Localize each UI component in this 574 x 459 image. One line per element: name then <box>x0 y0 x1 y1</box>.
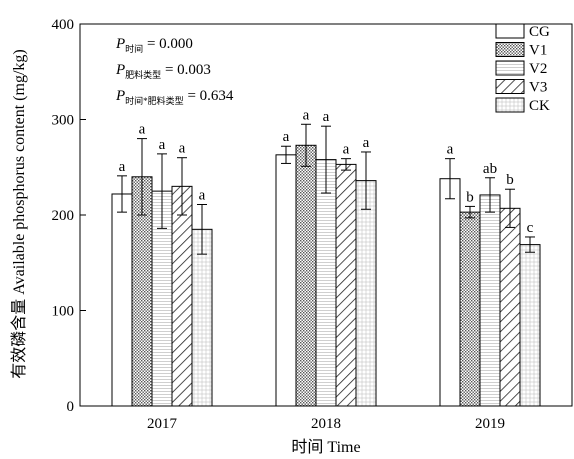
significance-label: a <box>139 122 146 138</box>
legend: CG V1 V2 V3 CK <box>495 23 550 114</box>
significance-label: a <box>447 142 454 158</box>
y-tick-label: 400 <box>52 17 75 33</box>
plot-frame <box>79 23 573 407</box>
bar-cg-2019 <box>439 178 461 407</box>
bar-v3-2017 <box>171 185 193 407</box>
legend-label-cg: CG <box>529 24 550 40</box>
significance-label: a <box>323 109 330 125</box>
legend-swatch-cg <box>495 23 525 39</box>
bar-v3-2018 <box>335 163 357 407</box>
bar-cg-2018 <box>275 154 297 407</box>
x-tick-label: 2019 <box>475 416 505 432</box>
bar-v2-2018 <box>315 159 337 407</box>
significance-label: b <box>506 172 514 188</box>
p-value-annotation: P时间*肥料类型 = 0.634 <box>115 88 234 106</box>
x-axis-title: 时间 Time <box>291 438 360 456</box>
significance-label: a <box>119 159 126 175</box>
bar-v3-2019 <box>499 207 521 407</box>
significance-label: a <box>283 129 290 145</box>
legend-label-ck: CK <box>529 98 550 114</box>
significance-label: a <box>303 107 310 123</box>
bar-ck-2019 <box>519 244 541 407</box>
p-value-annotation: P时间 = 0.000 <box>115 36 193 54</box>
significance-label: a <box>159 137 166 153</box>
x-tick-label: 2017 <box>147 416 178 432</box>
y-tick-label: 100 <box>52 304 75 320</box>
significance-label: a <box>363 135 370 151</box>
bar-v2-2019 <box>479 194 501 407</box>
y-tick-label: 300 <box>52 113 75 129</box>
significance-label: b <box>466 189 474 205</box>
significance-label: a <box>179 141 186 157</box>
y-tick-label: 200 <box>52 208 75 224</box>
legend-label-v3: V3 <box>529 80 547 96</box>
y-tick-label: 0 <box>67 399 75 415</box>
legend-swatch-v2 <box>495 60 525 76</box>
statistics-annotations: P时间 = 0.000 P肥料类型 = 0.003 P时间*肥料类型 = 0.634 <box>115 36 234 106</box>
significance-label: a <box>343 142 350 158</box>
p-value-annotation: P肥料类型 = 0.003 <box>115 62 211 80</box>
legend-label-v1: V1 <box>529 43 547 59</box>
significance-label: c <box>527 220 534 236</box>
y-axis-title: 有效磷含量 Available phosphorus content (mg/k… <box>10 49 28 378</box>
legend-swatch-ck <box>495 97 525 113</box>
significance-label: a <box>199 187 206 203</box>
bar-v1-2018 <box>295 144 317 407</box>
legend-swatch-v1 <box>495 42 525 57</box>
significance-label: ab <box>483 161 497 177</box>
bar-ck-2017 <box>191 228 213 407</box>
x-tick-label: 2018 <box>311 416 341 432</box>
bar-cg-2017 <box>111 193 133 407</box>
legend-label-v2: V2 <box>529 61 547 77</box>
bar-ck-2018 <box>355 180 377 407</box>
bar-v1-2019 <box>459 211 481 407</box>
legend-swatch-v3 <box>495 79 525 94</box>
